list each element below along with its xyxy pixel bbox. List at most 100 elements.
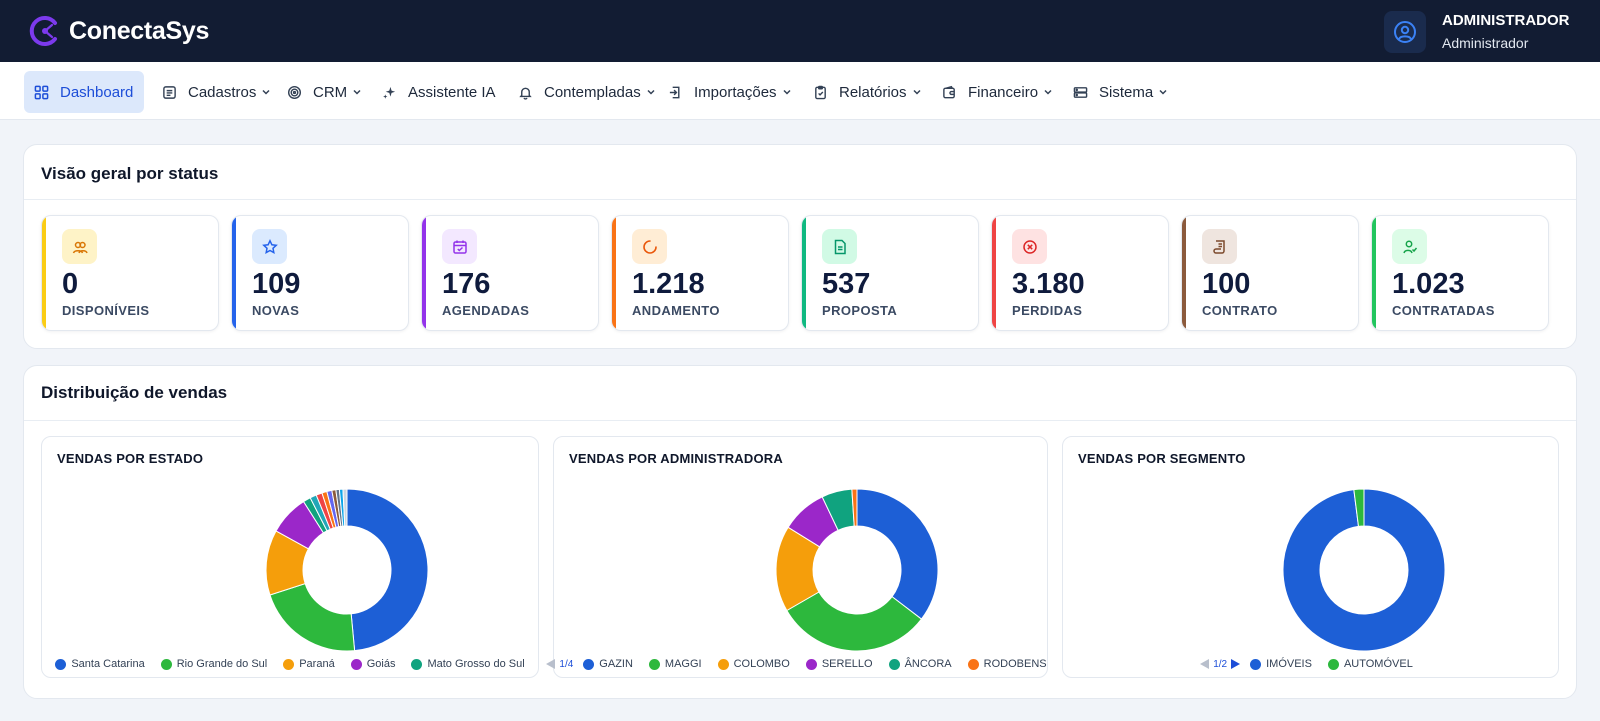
legend-label: COLOMBO <box>733 658 790 670</box>
nav-financeiro[interactable]: Financeiro <box>932 71 1063 113</box>
status-card-proposta[interactable]: 537 PROPOSTA <box>801 215 979 331</box>
card-icon-box <box>822 229 857 264</box>
user-avatar-button[interactable] <box>1384 11 1426 53</box>
status-card-agendadas[interactable]: 176 AGENDADAS <box>421 215 599 331</box>
card-accent-bar <box>422 216 426 330</box>
nav-crm[interactable]: CRM <box>277 71 372 113</box>
nav-importacoes[interactable]: Importações <box>658 71 802 113</box>
nav-cadastros-label: Cadastros <box>188 83 257 101</box>
legend-item[interactable]: Santa Catarina <box>55 658 145 670</box>
nav-assistente-ia[interactable]: Assistente IA <box>372 71 506 113</box>
legend-item[interactable]: RODOBENS <box>967 658 1047 670</box>
donut-slice[interactable] <box>851 488 858 527</box>
card-icon-box <box>1202 229 1237 264</box>
nav-cadastros[interactable]: Cadastros <box>152 71 281 113</box>
nav-relatorios[interactable]: Relatórios <box>803 71 932 113</box>
legend-prev-arrow-icon[interactable] <box>1200 659 1210 669</box>
card-accent-bar <box>992 216 996 330</box>
legend-color-dot <box>55 658 67 670</box>
legend-pager[interactable]: 1/4 <box>546 659 573 670</box>
status-value: 0 <box>62 268 79 300</box>
legend-item[interactable]: Goiás <box>350 658 395 670</box>
target-icon <box>287 85 302 99</box>
legend-item[interactable]: Mato Grosso do Sul <box>411 658 525 670</box>
donut-slice[interactable] <box>346 488 429 652</box>
legend-color-dot <box>1327 658 1339 670</box>
legend-color-dot <box>648 658 660 670</box>
card-accent-bar <box>612 216 616 330</box>
status-value: 100 <box>1202 268 1251 300</box>
legend-prev-arrow-icon[interactable] <box>546 659 556 669</box>
status-label: PERDIDAS <box>1012 303 1083 318</box>
card-icon-box <box>62 229 97 264</box>
nav-financeiro-label: Financeiro <box>968 83 1039 101</box>
card-accent-bar <box>1372 216 1376 330</box>
chevron-down-icon <box>262 89 270 95</box>
status-card-novas[interactable]: 109 NOVAS <box>231 215 409 331</box>
card-icon-box <box>632 229 667 264</box>
status-card-contrato[interactable]: 100 CONTRATO <box>1181 215 1359 331</box>
chart-vendas-administradora: VENDAS POR ADMINISTRADORA 1/4 GAZIN MAGGI C… <box>546 436 1048 678</box>
legend-item[interactable]: GAZIN <box>583 658 633 670</box>
legend-item[interactable]: AUTOMÓVEL <box>1327 658 1413 670</box>
chart-title: VENDAS POR ESTADO <box>57 451 204 466</box>
legend-page-indicator: 1/2 <box>1213 658 1228 670</box>
status-card-contratadas[interactable]: 1.023 CONTRATADAS <box>1371 215 1549 331</box>
panel-divider <box>24 420 1576 421</box>
donut-slice[interactable] <box>342 488 348 527</box>
donut-slice[interactable] <box>786 591 923 652</box>
app-logo[interactable]: ConectaSys <box>28 14 209 48</box>
card-icon-box <box>252 229 287 264</box>
donut-slice[interactable] <box>269 582 356 652</box>
top-bar: ConectaSys ADMINISTRADOR Administrador <box>0 0 1600 62</box>
legend-label: MAGGI <box>664 658 702 670</box>
legend-item[interactable]: Paraná <box>283 658 335 670</box>
nav-crm-label: CRM <box>313 83 348 101</box>
chevron-down-icon <box>1159 89 1167 95</box>
nav-contempladas[interactable]: Contempladas <box>508 71 666 113</box>
legend-color-dot <box>1250 658 1262 670</box>
status-card-perdidas[interactable]: 3.180 PERDIDAS <box>991 215 1169 331</box>
nav-dashboard[interactable]: Dashboard <box>24 71 144 113</box>
donut-slice[interactable] <box>1353 488 1365 527</box>
nav-importacoes-label: Importações <box>694 83 777 101</box>
legend-item[interactable]: Rio Grande do Sul <box>160 658 268 670</box>
user-name: ADMINISTRADOR <box>1442 12 1570 29</box>
legend-label: SERELLO <box>821 658 873 670</box>
legend-item[interactable]: ÂNCORA <box>888 658 952 670</box>
status-card-andamento[interactable]: 1.218 ANDAMENTO <box>611 215 789 331</box>
logo-icon <box>29 16 57 46</box>
sales-distribution-panel: Distribuição de vendas VENDAS POR ESTADO… <box>23 365 1577 699</box>
bell-icon <box>519 87 532 100</box>
status-label: ANDAMENTO <box>632 303 720 318</box>
donut-chart[interactable] <box>774 487 940 653</box>
user-check-icon <box>1402 240 1417 253</box>
nav-sistema[interactable]: Sistema <box>1063 71 1178 113</box>
legend-label: Paraná <box>299 658 335 670</box>
nav-dashboard-label: Dashboard <box>60 83 134 101</box>
legend-label: Rio Grande do Sul <box>176 658 268 670</box>
donut-chart[interactable] <box>264 487 430 653</box>
status-card-disponiveis[interactable]: 0 DISPONÍVEIS <box>41 215 219 331</box>
donut-slice[interactable] <box>856 488 939 620</box>
chart-vendas-estado: VENDAS POR ESTADO Santa Catarina Rio Gran… <box>41 436 539 678</box>
status-value: 1.023 <box>1392 268 1465 300</box>
legend-item[interactable]: MAGGI <box>648 658 702 670</box>
status-label: PROPOSTA <box>822 303 898 318</box>
legend-label: ÂNCORA <box>904 658 952 670</box>
sales-distribution-title: Distribuição de vendas <box>41 383 228 402</box>
donut-chart[interactable] <box>1281 487 1447 653</box>
legend-color-dot <box>283 658 295 670</box>
status-value: 537 <box>822 268 871 300</box>
status-value: 176 <box>442 268 491 300</box>
loader-icon <box>642 239 657 254</box>
legend-item[interactable]: SERELLO <box>805 658 873 670</box>
chart-legend: 1/2 IMÓVEIS AUTOMÓVEL <box>1063 657 1558 671</box>
legend-item[interactable]: IMÓVEIS <box>1250 658 1312 670</box>
legend-item[interactable]: COLOMBO <box>717 658 790 670</box>
legend-pager[interactable]: 1/2 <box>1200 658 1241 670</box>
donut-slice[interactable] <box>1282 488 1446 652</box>
grid-icon <box>34 85 49 99</box>
list-icon <box>163 85 176 99</box>
legend-next-arrow-icon[interactable] <box>1231 659 1241 669</box>
